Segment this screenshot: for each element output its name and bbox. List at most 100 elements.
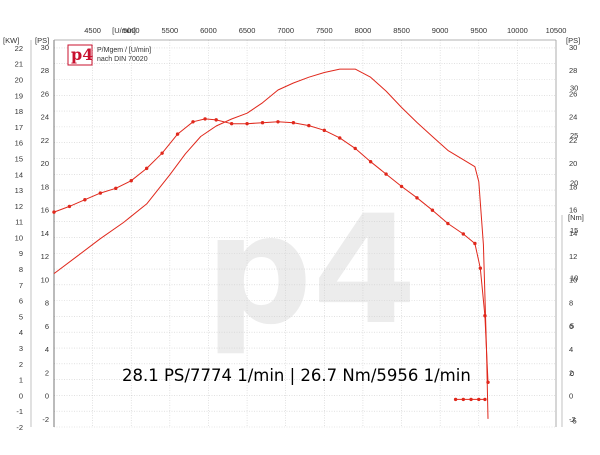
kw-tick-label: 7 bbox=[19, 281, 23, 290]
series-2-point bbox=[368, 160, 373, 164]
ps-tick-label: 12 bbox=[41, 252, 49, 261]
kw-tick-label: 6 bbox=[19, 297, 23, 306]
ps-right-tick-label: 30 bbox=[569, 43, 577, 52]
ps-right-tick-label: 18 bbox=[569, 182, 577, 191]
series-2-point bbox=[478, 266, 483, 270]
kw-tick-label: 10 bbox=[15, 233, 23, 242]
p4-logo: p4 bbox=[71, 45, 93, 64]
ps-tick-label: 24 bbox=[41, 113, 49, 122]
legend-line-1: P/Mgem / [U/min] bbox=[97, 47, 151, 54]
series-line-2 bbox=[53, 118, 489, 383]
x-tick-label: 8000 bbox=[355, 26, 372, 35]
ps-tick-label: 14 bbox=[41, 229, 49, 238]
series-2-point bbox=[229, 121, 234, 126]
series-2-point bbox=[214, 118, 218, 122]
kw-tick-label: 17 bbox=[15, 123, 23, 132]
kw-tick-label: 9 bbox=[19, 249, 23, 258]
series-2-point bbox=[415, 196, 419, 200]
legend: p4 P/Mgem / [U/min] nach DIN 70020 bbox=[67, 44, 151, 66]
ps-right-tick-label: 14 bbox=[569, 229, 577, 238]
kw-tick-label: 13 bbox=[15, 186, 23, 195]
kw-tick-label: 5 bbox=[19, 312, 23, 321]
nm-axis-unit: [Nm] bbox=[568, 213, 584, 222]
series-3-point bbox=[453, 397, 458, 402]
series-2-point bbox=[52, 210, 56, 214]
kw-tick-label: 18 bbox=[15, 107, 23, 116]
ps-tick-label: -2 bbox=[42, 415, 49, 424]
ps-right-tick-label: 4 bbox=[569, 345, 573, 354]
series-2-point bbox=[276, 120, 280, 124]
kw-tick-label: 20 bbox=[15, 75, 23, 84]
axes-layer: 4500 5000 5500 6000 6500 7000 7500 8000 8500 9000… bbox=[3, 26, 584, 432]
grid-layer bbox=[54, 40, 556, 428]
ps-right-tick-label: -2 bbox=[569, 415, 576, 424]
kw-tick-label: 22 bbox=[15, 44, 23, 53]
ps-tick-label: 20 bbox=[41, 159, 49, 168]
ps-right-tick-label: 10 bbox=[569, 275, 577, 284]
kw-tick-label: 16 bbox=[15, 139, 23, 148]
series-2-point bbox=[191, 120, 195, 124]
series-3-point bbox=[469, 397, 473, 402]
series-2-point bbox=[114, 186, 118, 191]
ps-right-tick-label: 24 bbox=[569, 113, 577, 122]
peak-annotation: 28.1 PS/7774 1/min | 26.7 Nm/5956 1/min bbox=[122, 366, 471, 385]
kw-tick-label: -2 bbox=[16, 423, 23, 432]
series-2-point bbox=[175, 132, 180, 136]
ps-tick-label: 8 bbox=[45, 299, 49, 308]
kw-tick-label: 15 bbox=[15, 154, 23, 163]
watermark-logo: p4 bbox=[205, 184, 417, 358]
series-2-point bbox=[98, 191, 103, 195]
kw-tick-label: 14 bbox=[15, 170, 23, 179]
x-tick-label: 9500 bbox=[470, 26, 487, 35]
kw-tick-label: 1 bbox=[19, 376, 23, 385]
x-tick-label: 6000 bbox=[200, 26, 217, 35]
kw-tick-label: 2 bbox=[19, 360, 23, 369]
ps-right-tick-label: 8 bbox=[569, 299, 573, 308]
series-2-point bbox=[430, 208, 435, 212]
series-2-point bbox=[260, 121, 265, 125]
x-tick-label: 10000 bbox=[507, 26, 528, 35]
ps-right-tick-label: 28 bbox=[569, 66, 577, 75]
kw-tick-label: 0 bbox=[19, 391, 23, 400]
series-2-point bbox=[399, 184, 404, 189]
series-2-point bbox=[129, 179, 133, 183]
kw-tick-label: 21 bbox=[15, 60, 23, 69]
x-tick-label: 7500 bbox=[316, 26, 333, 35]
x-tick-label: 5000 bbox=[123, 26, 140, 35]
ps-tick-label: 18 bbox=[41, 182, 49, 191]
x-tick-label: 4500 bbox=[84, 26, 101, 35]
series-2-point bbox=[446, 221, 450, 226]
series-2-point bbox=[291, 121, 296, 125]
ps-right-tick-label: 2 bbox=[569, 368, 573, 377]
series-line-1 bbox=[53, 68, 489, 419]
series-2-point bbox=[353, 146, 357, 151]
kw-tick-label: 8 bbox=[19, 265, 23, 274]
series-2-point bbox=[486, 380, 490, 385]
series-3-point bbox=[477, 397, 481, 402]
series-2-point bbox=[203, 117, 207, 121]
nm-tick-label: 30 bbox=[570, 84, 578, 93]
ps-tick-label: 2 bbox=[45, 368, 49, 377]
x-tick-label: 8500 bbox=[393, 26, 410, 35]
x-tick-label: 6500 bbox=[239, 26, 256, 35]
x-tick-label: 7000 bbox=[277, 26, 294, 35]
x-tick-label: 9000 bbox=[432, 26, 449, 35]
nm-tick-label: 15 bbox=[570, 226, 578, 235]
series-2-point bbox=[483, 314, 487, 318]
series-2-point bbox=[160, 151, 164, 155]
series-2-point bbox=[461, 232, 466, 236]
series-2-point bbox=[322, 128, 327, 133]
ps-tick-label: 26 bbox=[41, 89, 49, 98]
series-2-point bbox=[338, 136, 342, 140]
ps-tick-label: 30 bbox=[41, 43, 49, 52]
ps-right-tick-label: 0 bbox=[569, 392, 573, 401]
series-3-point bbox=[483, 397, 487, 402]
nm-tick-label: 0 bbox=[570, 369, 574, 378]
nm-tick-label: -5 bbox=[570, 416, 577, 425]
ps-right-tick-label: 20 bbox=[569, 159, 577, 168]
x-tick-label: 10500 bbox=[546, 26, 567, 35]
nm-tick-label: 20 bbox=[570, 179, 578, 188]
ps-right-tick-label: 22 bbox=[569, 136, 577, 145]
